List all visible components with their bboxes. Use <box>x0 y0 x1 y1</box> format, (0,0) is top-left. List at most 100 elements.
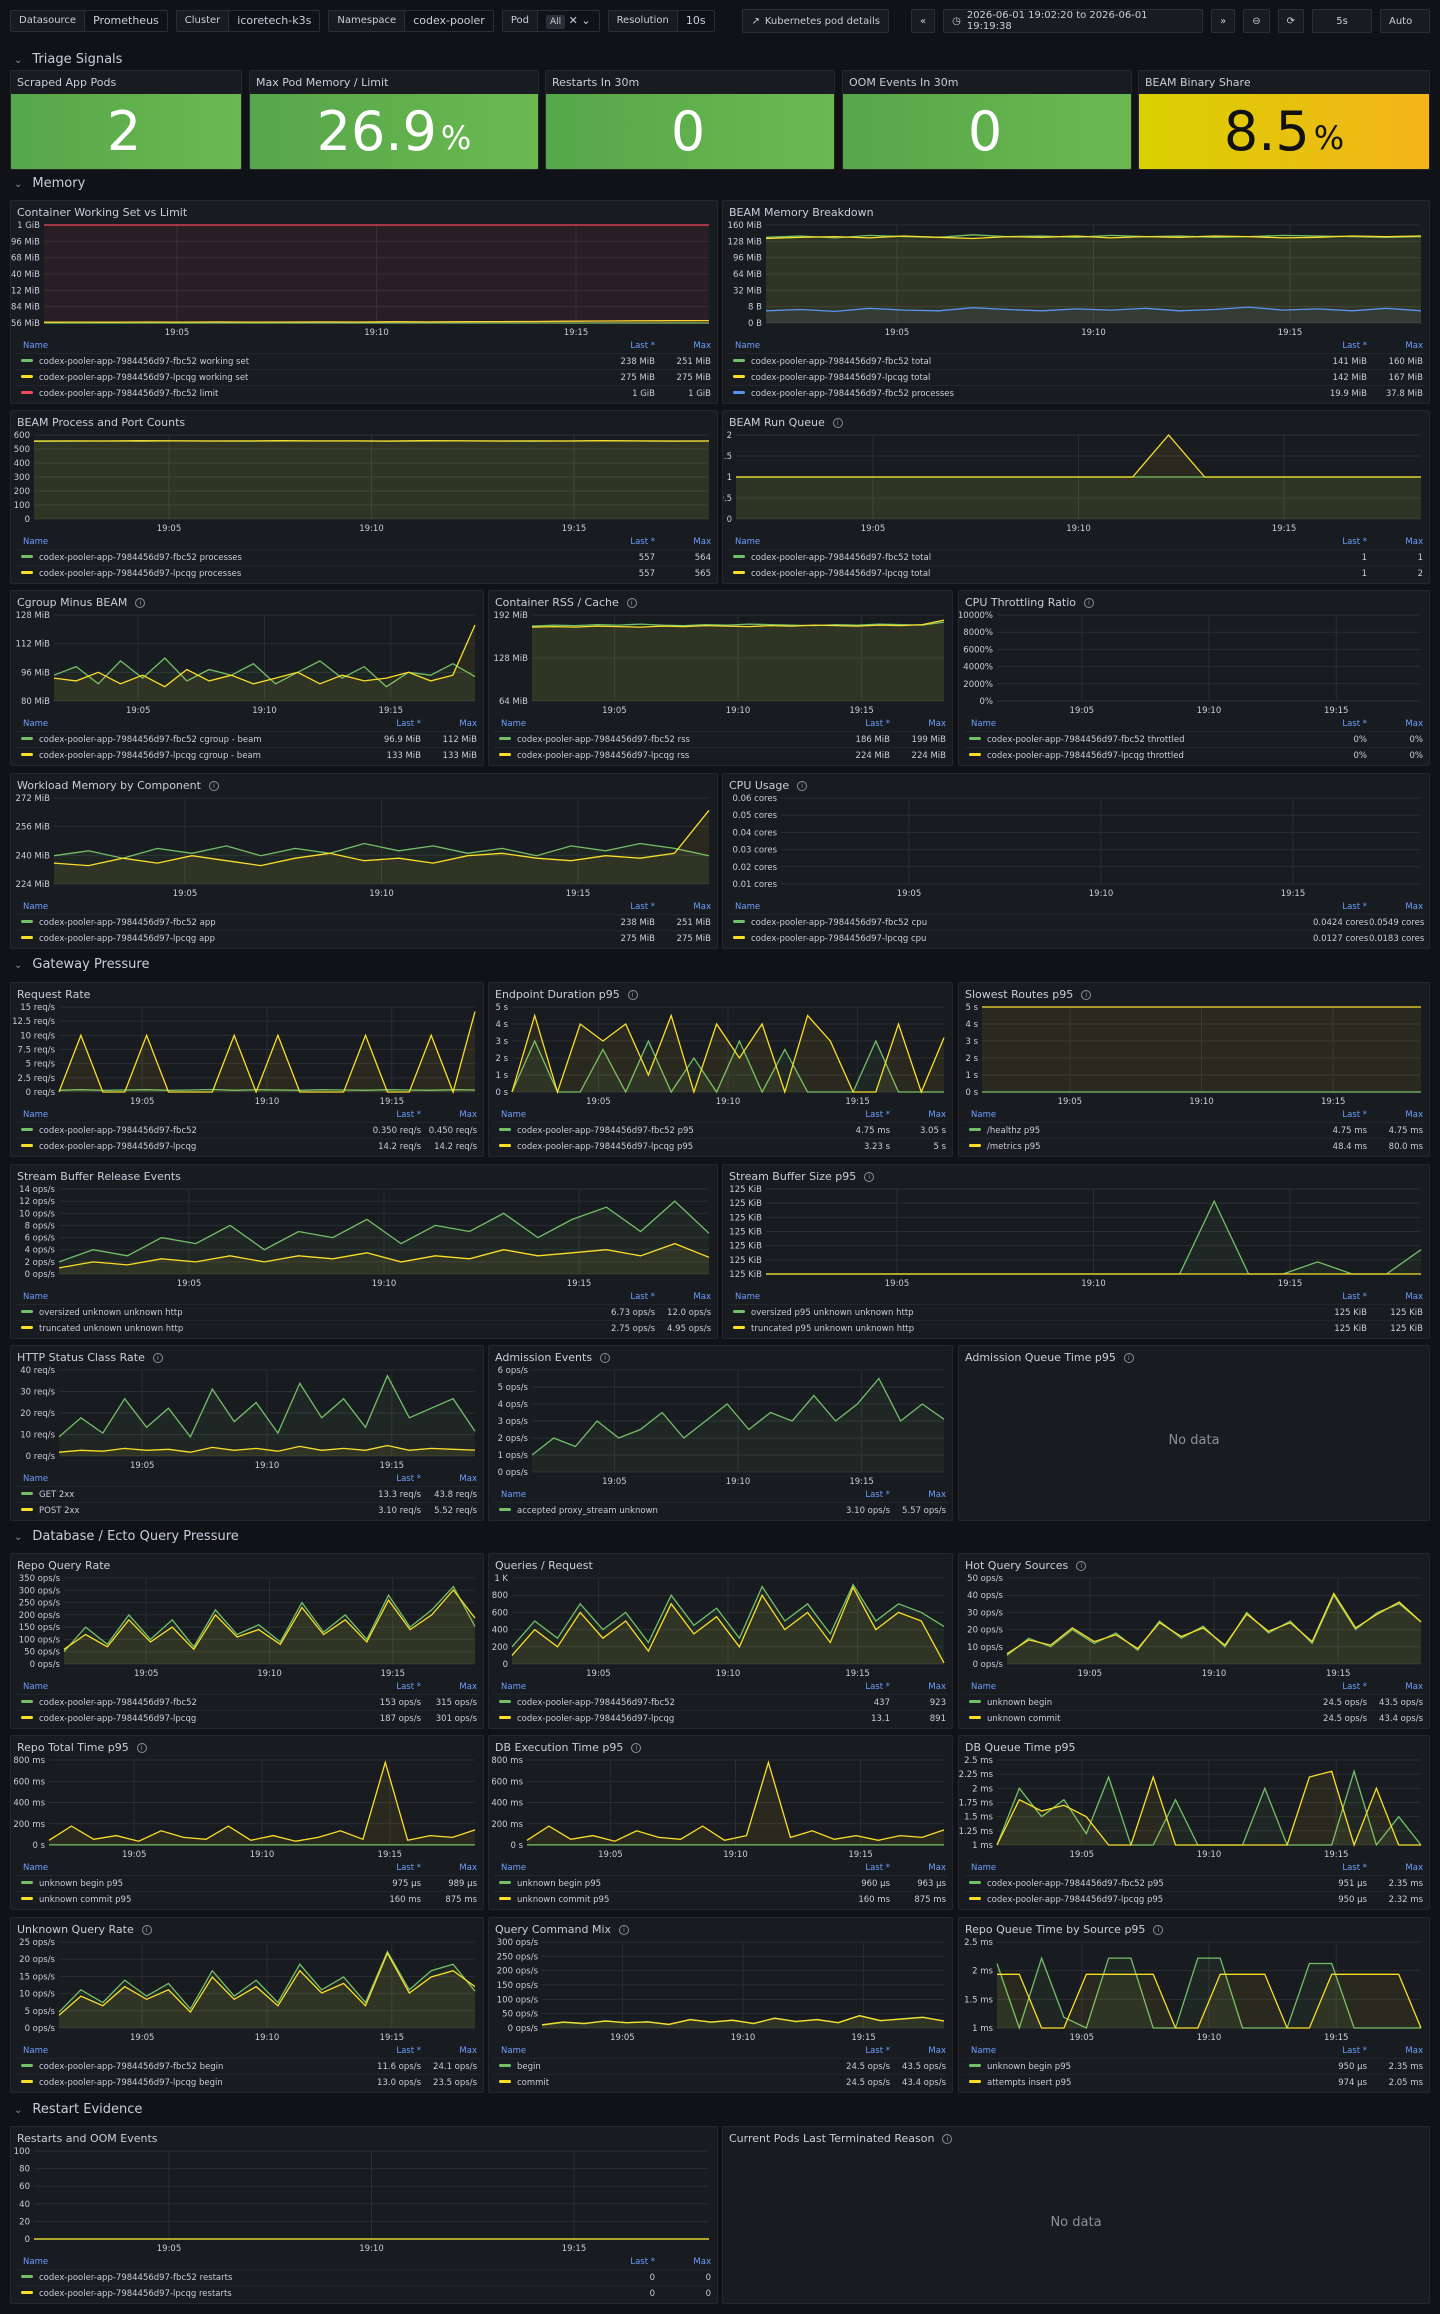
variable-value[interactable]: Prometheus <box>85 11 167 31</box>
panel-workload-memory-by-component[interactable]: Workload Memory by Component i 272 MiB 256 … <box>10 773 718 949</box>
legend-column-header[interactable]: Max <box>928 1682 946 1692</box>
legend-name-header[interactable]: Name <box>735 537 761 547</box>
legend-column-header[interactable]: Last * <box>1342 719 1367 729</box>
legend-column-header[interactable]: Max <box>928 2046 946 2056</box>
legend-name-header[interactable]: Name <box>23 2257 49 2267</box>
legend-row[interactable]: codex-pooler-app-7984456d97-fbc52 p95 4.7… <box>493 1122 948 1138</box>
legend-row[interactable]: codex-pooler-app-7984456d97-lpcqg app 275… <box>15 930 713 946</box>
legend-row[interactable]: unknown begin p95 960 µs 963 µs <box>493 1875 948 1891</box>
legend-name-header[interactable]: Name <box>501 1863 527 1873</box>
legend-row[interactable]: codex-pooler-app-7984456d97-fbc52 p95 951… <box>963 1875 1425 1891</box>
info-icon[interactable]: i <box>619 1925 630 1935</box>
zoom-out-button[interactable]: ⊖ <box>1243 9 1270 33</box>
legend-column-header[interactable]: Max <box>1405 537 1423 547</box>
stat-panel[interactable]: Max Pod Memory / Limit 26.9% <box>249 70 539 170</box>
legend-name-header[interactable]: Name <box>971 719 997 729</box>
legend-row[interactable]: unknown begin 24.5 ops/s 43.5 ops/s <box>963 1694 1425 1710</box>
legend-name-header[interactable]: Name <box>501 1110 527 1120</box>
legend-column-header[interactable]: Last * <box>1342 1682 1367 1692</box>
info-icon[interactable]: i <box>135 598 146 608</box>
legend-row[interactable]: codex-pooler-app-7984456d97-lpcqg total 1… <box>727 369 1425 385</box>
legend-row[interactable]: codex-pooler-app-7984456d97-fbc52 total 1… <box>727 549 1425 565</box>
legend-column-header[interactable]: Last * <box>396 1863 421 1873</box>
legend-row[interactable]: GET 2xx 13.3 req/s 43.8 req/s <box>15 1486 479 1502</box>
legend-column-header[interactable]: Max <box>459 1110 477 1120</box>
legend-row[interactable]: POST 2xx 3.10 req/s 5.52 req/s <box>15 1502 479 1518</box>
legend-row[interactable]: codex-pooler-app-7984456d97-fbc52 proces… <box>727 385 1425 401</box>
legend-row[interactable]: oversized unknown unknown http 6.73 ops/s… <box>15 1304 713 1320</box>
stat-panel[interactable]: BEAM Binary Share 8.5% <box>1138 70 1430 170</box>
panel-repo-queue-time-by-source-p95[interactable]: Repo Queue Time by Source p95 i 2.5 ms 2 ms… <box>958 1917 1430 2093</box>
legend-row[interactable]: codex-pooler-app-7984456d97-lpcqg thrott… <box>963 747 1425 763</box>
pod-chip[interactable]: All <box>545 15 566 29</box>
stat-panel[interactable]: OOM Events In 30m 0 <box>842 70 1132 170</box>
refresh-mode-picker[interactable]: Auto <box>1380 9 1430 33</box>
legend-row[interactable]: codex-pooler-app-7984456d97-fbc52 437 923 <box>493 1694 948 1710</box>
info-icon[interactable]: i <box>631 1743 642 1753</box>
legend-column-header[interactable]: Last * <box>630 537 655 547</box>
legend-row[interactable]: unknown commit p95 160 ms 875 ms <box>15 1891 479 1907</box>
legend-column-header[interactable]: Last * <box>1342 1110 1367 1120</box>
section-header-memory[interactable]: ⌄ Memory <box>14 176 85 191</box>
panel-db-execution-time-p95[interactable]: DB Execution Time p95 i 800 ms 600 ms 400 ms… <box>488 1735 953 1910</box>
kubernetes-pod-details-link[interactable]: ↗ Kubernetes pod details <box>742 9 889 33</box>
legend-row[interactable]: /healthz p95 4.75 ms 4.75 ms <box>963 1122 1425 1138</box>
info-icon[interactable]: i <box>797 781 808 791</box>
legend-name-header[interactable]: Name <box>23 1474 49 1484</box>
datasource-variable[interactable]: Datasource Prometheus <box>10 10 168 32</box>
legend-column-header[interactable]: Last * <box>1342 1863 1367 1873</box>
legend-row[interactable]: truncated unknown unknown http 2.75 ops/s… <box>15 1320 713 1336</box>
legend-row[interactable]: codex-pooler-app-7984456d97-lpcqg total 1… <box>727 565 1425 581</box>
legend-column-header[interactable]: Max <box>1405 1682 1423 1692</box>
pod-variable[interactable]: Pod All ✕ ⌄ <box>501 10 600 32</box>
legend-column-header[interactable]: Max <box>928 1490 946 1500</box>
panel-query-command-mix[interactable]: Query Command Mix i 300 ops/s 250 ops/s 200 … <box>488 1917 953 2093</box>
panel-db-queue-time-p95[interactable]: DB Queue Time p95 2.5 ms 2.25 ms 2 ms 1.75 m… <box>958 1735 1430 1910</box>
section-header-triage[interactable]: ⌄ Triage Signals <box>14 52 122 67</box>
info-icon[interactable]: i <box>208 781 219 791</box>
legend-row[interactable]: codex-pooler-app-7984456d97-fbc52 begin 1… <box>15 2058 479 2074</box>
legend-column-header[interactable]: Last * <box>396 1474 421 1484</box>
legend-row[interactable]: codex-pooler-app-7984456d97-fbc52 proces… <box>15 549 713 565</box>
panel-admission-queue-time-p95[interactable]: Admission Queue Time p95 i No data <box>958 1345 1430 1521</box>
legend-column-header[interactable]: Last * <box>1342 1292 1367 1302</box>
legend-column-header[interactable]: Max <box>1405 341 1423 351</box>
legend-name-header[interactable]: Name <box>23 341 49 351</box>
legend-column-header[interactable]: Last * <box>396 719 421 729</box>
legend-column-header[interactable]: Max <box>693 341 711 351</box>
legend-row[interactable]: accepted proxy_stream unknown 3.10 ops/s 5… <box>493 1502 948 1518</box>
panel-container-rss-cache[interactable]: Container RSS / Cache i 192 MiB 128 MiB 64 M… <box>488 590 953 766</box>
legend-name-header[interactable]: Name <box>501 2046 527 2056</box>
info-icon[interactable]: i <box>1084 598 1094 608</box>
legend-row[interactable]: codex-pooler-app-7984456d97-lpcqg p95 3.2… <box>493 1138 948 1154</box>
section-header-gateway[interactable]: ⌄ Gateway Pressure <box>14 957 149 972</box>
panel-repo-query-rate[interactable]: Repo Query Rate 350 ops/s 300 ops/s 250 ops… <box>10 1553 484 1729</box>
legend-row[interactable]: codex-pooler-app-7984456d97-lpcqg restar… <box>15 2285 713 2301</box>
legend-name-header[interactable]: Name <box>23 1863 49 1873</box>
variable-value[interactable]: 10s <box>677 11 714 31</box>
legend-column-header[interactable]: Max <box>459 1863 477 1873</box>
legend-column-header[interactable]: Last * <box>865 2046 890 2056</box>
info-icon[interactable]: i <box>1081 990 1092 1000</box>
legend-row[interactable]: codex-pooler-app-7984456d97-lpcqg p95 950… <box>963 1891 1425 1907</box>
legend-column-header[interactable]: Max <box>928 719 946 729</box>
legend-column-header[interactable]: Last * <box>865 1490 890 1500</box>
legend-row[interactable]: unknown commit 24.5 ops/s 43.4 ops/s <box>963 1710 1425 1726</box>
panel-queries-request[interactable]: Queries / Request 1 K 800 600 400 200 0 19:05 19… <box>488 1553 953 1729</box>
info-icon[interactable]: i <box>832 418 843 428</box>
info-icon[interactable]: i <box>1076 1561 1087 1571</box>
info-icon[interactable]: i <box>626 598 637 608</box>
legend-column-header[interactable]: Max <box>928 1110 946 1120</box>
panel-stream-buffer-size-p95[interactable]: Stream Buffer Size p95 i 125 KiB 125 KiB 125… <box>722 1164 1430 1339</box>
legend-row[interactable]: codex-pooler-app-7984456d97-lpcqg proces… <box>15 565 713 581</box>
panel-http-status-class-rate[interactable]: HTTP Status Class Rate i 40 req/s 30 req/s 2… <box>10 1345 484 1521</box>
legend-column-header[interactable]: Last * <box>396 1110 421 1120</box>
legend-row[interactable]: codex-pooler-app-7984456d97-lpcqg 187 ops… <box>15 1710 479 1726</box>
legend-name-header[interactable]: Name <box>971 2046 997 2056</box>
legend-row[interactable]: /metrics p95 48.4 ms 80.0 ms <box>963 1138 1425 1154</box>
legend-name-header[interactable]: Name <box>971 1110 997 1120</box>
legend-row[interactable]: codex-pooler-app-7984456d97-fbc52 workin… <box>15 353 713 369</box>
panel-beam-run-queue[interactable]: BEAM Run Queue i 2 1.5 1 0.5 0 19:05 19:10 19:15 N… <box>722 410 1430 584</box>
panel-request-rate[interactable]: Request Rate 15 req/s 12.5 req/s 10 req/s 7.… <box>10 982 484 1157</box>
legend-column-header[interactable]: Max <box>693 1292 711 1302</box>
